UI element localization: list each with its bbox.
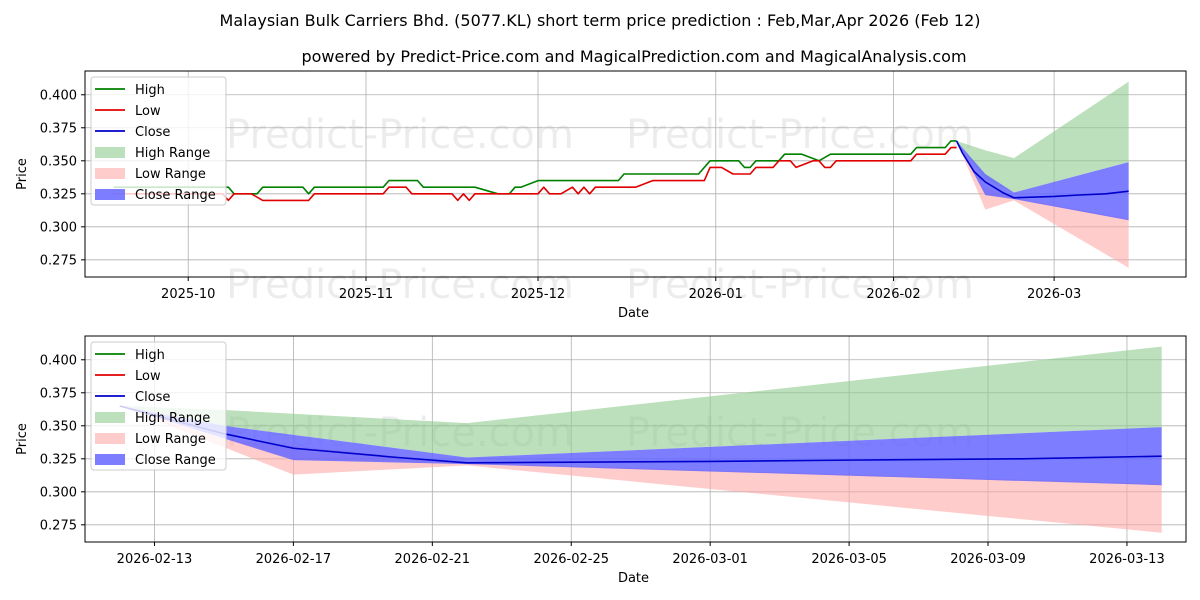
bottom-panel: Predict-Price.comPredict-Price.com0.2750… — [15, 335, 1187, 586]
plot-area — [85, 336, 1186, 542]
x-tick-label: 2026-03-01 — [672, 552, 748, 567]
chart-title: Malaysian Bulk Carriers Bhd. (5077.KL) s… — [220, 11, 981, 30]
high-range-legend-label: High Range — [135, 411, 210, 426]
watermark-text: Predict-Price.com — [226, 262, 574, 308]
x-tick-label: 2026-02 — [866, 287, 920, 302]
high-range-band — [119, 346, 1162, 458]
y-tick-label: 0.350 — [40, 154, 77, 169]
x-tick-label: 2025-12 — [511, 287, 565, 302]
close-line — [955, 140, 1129, 199]
close-legend-label: Close — [135, 125, 170, 140]
y-tick-label: 0.325 — [40, 452, 77, 467]
high-range-band — [956, 81, 1129, 193]
y-axis-label: Price — [15, 158, 30, 190]
y-tick-label: 0.350 — [40, 419, 77, 434]
plot-frame — [84, 70, 1187, 278]
x-tick-label: 2026-03-09 — [950, 552, 1026, 567]
y-tick-label: 0.325 — [40, 187, 77, 202]
close-range-legend-label: Close Range — [135, 453, 216, 468]
low-range-band — [956, 140, 1129, 268]
watermark-text: Predict-Price.com — [226, 112, 574, 158]
low-line — [113, 146, 957, 202]
high-range-legend-swatch — [95, 412, 125, 423]
plot-frame — [84, 335, 1187, 543]
y-tick-label: 0.300 — [40, 220, 77, 235]
y-tick-label: 0.375 — [40, 386, 77, 401]
close-range-band — [119, 405, 1162, 486]
close-range-legend-label: Close Range — [135, 188, 216, 203]
high-legend-label: High — [135, 348, 165, 363]
legend: High Low Close High Range Low Range Close Ran… — [90, 76, 227, 206]
x-tick-label: 2026-03-05 — [811, 552, 887, 567]
y-tick-label: 0.275 — [40, 518, 77, 533]
y-tick-label: 0.400 — [40, 88, 77, 103]
high-legend-label: High — [135, 83, 165, 98]
x-tick-label: 2025-10 — [161, 287, 215, 302]
x-tick-label: 2026-01 — [689, 287, 743, 302]
plot-area — [85, 71, 1186, 277]
low-range-legend-swatch — [95, 433, 125, 444]
high-range-legend-swatch — [95, 147, 125, 158]
x-tick-label: 2026-02-21 — [395, 552, 471, 567]
low-legend-label: Low — [135, 369, 161, 384]
high-range-legend-label: High Range — [135, 146, 210, 161]
x-tick-label: 2026-02-13 — [117, 552, 193, 567]
x-axis-label: Date — [618, 571, 649, 586]
legend: High Low Close High Range Low Range Close Ran… — [90, 341, 227, 471]
chart-subtitle: powered by Predict-Price.com and Magical… — [301, 47, 966, 66]
x-tick-label: 2026-03-13 — [1089, 552, 1165, 567]
close-range-legend-swatch — [95, 189, 125, 200]
x-tick-label: 2026-02-25 — [533, 552, 609, 567]
y-axis-label: Price — [15, 423, 30, 455]
close-range-legend-swatch — [95, 454, 125, 465]
x-axis-label: Date — [618, 306, 649, 321]
watermark-text: Predict-Price.com — [626, 112, 974, 158]
low-range-legend-label: Low Range — [135, 432, 206, 447]
watermark-text: Predict-Price.com — [626, 262, 974, 308]
low-legend-label: Low — [135, 104, 161, 119]
y-tick-label: 0.375 — [40, 121, 77, 136]
low-range-legend-label: Low Range — [135, 167, 206, 182]
x-tick-label: 2026-03 — [1027, 287, 1081, 302]
y-tick-label: 0.300 — [40, 485, 77, 500]
close-legend-label: Close — [135, 390, 170, 405]
y-tick-label: 0.275 — [40, 253, 77, 268]
x-tick-label: 2026-02-17 — [256, 552, 332, 567]
close-range-band — [956, 140, 1129, 221]
x-tick-label: 2025-11 — [339, 287, 393, 302]
low-range-legend-swatch — [95, 168, 125, 179]
y-tick-label: 0.400 — [40, 353, 77, 368]
top-panel: Predict-Price.com Predict-Price.com Predic… — [15, 70, 1187, 321]
